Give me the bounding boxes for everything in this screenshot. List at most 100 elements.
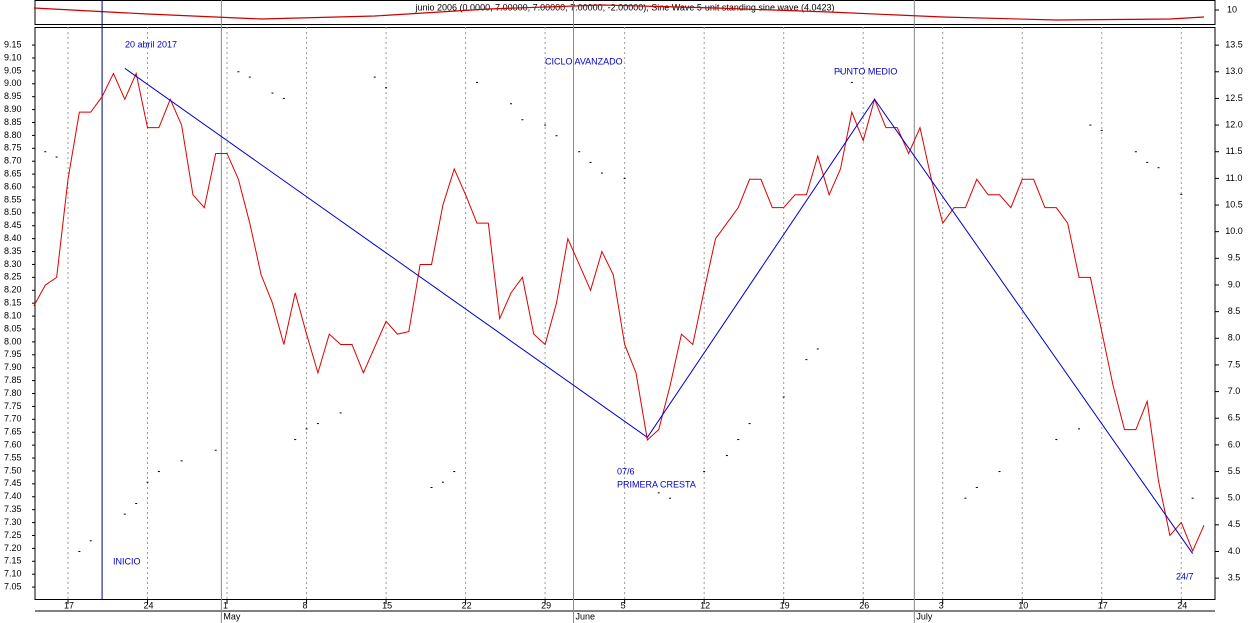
y-tick-label: 8.85	[4, 117, 22, 127]
dot	[669, 497, 672, 499]
y-tick-label: 8.55	[4, 194, 22, 204]
dot	[975, 487, 978, 489]
y-tick-label: 7.25	[4, 530, 22, 540]
dot	[600, 172, 603, 174]
y-tick-label: 8.70	[4, 156, 22, 166]
y-tick-label: 8.10	[4, 310, 22, 320]
y-tick-label: 7.55	[4, 452, 22, 462]
y2-tick-label: 6.5	[1228, 413, 1241, 423]
y-tick-label: 8.30	[4, 259, 22, 269]
price-line	[33, 71, 1205, 553]
dot	[237, 71, 240, 73]
y2-tick-label: 12.5	[1225, 93, 1243, 103]
y2-tick-label: 8.5	[1228, 306, 1241, 316]
y-tick-label: 9.10	[4, 52, 22, 62]
annotation: CICLO AVANZADO	[545, 56, 623, 66]
dot	[1157, 167, 1160, 169]
dot	[146, 481, 149, 483]
annotation: PRIMERA CRESTA	[617, 479, 696, 489]
dot	[782, 396, 785, 398]
month-label: May	[223, 611, 241, 621]
x-tick-label: 1	[223, 600, 228, 610]
y-tick-label: 7.60	[4, 440, 22, 450]
y-tick-label: 8.40	[4, 233, 22, 243]
dot	[248, 76, 251, 78]
y2-tick-label: 11.5	[1226, 146, 1243, 156]
y-tick-label: 8.15	[4, 298, 22, 308]
y2-tick-label: 9.0	[1228, 279, 1241, 289]
dot	[44, 151, 47, 153]
dot	[510, 103, 513, 105]
dot	[89, 540, 92, 542]
dot	[623, 177, 626, 179]
y-tick-label: 8.95	[4, 91, 22, 101]
annotation: 20 abril 2017	[125, 39, 177, 49]
dot	[55, 156, 58, 158]
y2-tick-label: 9.5	[1228, 253, 1241, 263]
dot	[1078, 428, 1081, 430]
dot	[578, 151, 581, 153]
x-tick-label: 26	[859, 600, 869, 610]
y2-tick-label: 4.5	[1228, 519, 1241, 529]
y-tick-label: 8.45	[4, 220, 22, 230]
dot	[305, 428, 308, 430]
dot	[373, 76, 376, 78]
y-tick-label: 8.50	[4, 207, 22, 217]
x-tick-label: 19	[780, 600, 790, 610]
trend-line	[124, 67, 1194, 554]
annotation: INICIO	[113, 556, 141, 566]
x-tick-label: 3	[939, 600, 944, 610]
dot	[180, 460, 183, 462]
dot	[1191, 497, 1194, 499]
y-tick-label: 8.75	[4, 143, 22, 153]
dot	[1089, 124, 1092, 126]
dot	[214, 449, 217, 451]
dot	[725, 455, 728, 457]
dot	[737, 439, 740, 441]
dot	[1055, 439, 1058, 441]
annotation: 24/7	[1176, 571, 1194, 581]
dot	[703, 471, 706, 473]
dot	[589, 161, 592, 163]
dot	[1134, 151, 1137, 153]
y-tick-label: 7.20	[4, 543, 22, 553]
y-tick-label: 9.00	[4, 78, 22, 88]
top-panel-line	[33, 4, 1205, 21]
y2-tick-label: 12.0	[1225, 119, 1243, 129]
y-tick-label: 7.35	[4, 504, 22, 514]
y2-tick-label: 3.5	[1228, 573, 1241, 583]
dot	[271, 92, 274, 94]
y-tick-label: 8.25	[4, 272, 22, 282]
annotation: PUNTO MEDIO	[834, 66, 897, 76]
y-tick-label: 7.80	[4, 388, 22, 398]
dot	[430, 487, 433, 489]
y-tick-label: 7.75	[4, 401, 22, 411]
dot	[850, 81, 853, 83]
y-tick-label: 8.05	[4, 323, 22, 333]
dot	[282, 97, 285, 99]
dot	[1180, 193, 1183, 195]
y2-tick-label: 13.0	[1225, 66, 1243, 76]
month-label: June	[576, 611, 596, 621]
y2-tick-label: 8.0	[1228, 333, 1241, 343]
dot	[453, 471, 456, 473]
x-tick-label: 12	[700, 600, 710, 610]
top-panel-frame	[34, 0, 1216, 25]
y2-tick-label: 10.5	[1225, 199, 1243, 209]
y2-tick-label: 7.5	[1228, 359, 1241, 369]
x-tick-label: 17	[64, 600, 74, 610]
y2-tick-label: 4.0	[1228, 546, 1241, 556]
y-tick-label: 8.65	[4, 168, 22, 178]
y-tick-label: 7.45	[4, 478, 22, 488]
dot	[816, 348, 819, 350]
dot	[657, 492, 660, 494]
x-tick-label: 17	[1098, 600, 1108, 610]
y-tick-label: 9.05	[4, 65, 22, 75]
y-tick-label: 8.35	[4, 246, 22, 256]
dot	[1146, 161, 1149, 163]
dot	[135, 503, 138, 505]
dot	[123, 513, 126, 515]
dot	[294, 439, 297, 441]
y2-tick-label: 11.0	[1226, 173, 1243, 183]
